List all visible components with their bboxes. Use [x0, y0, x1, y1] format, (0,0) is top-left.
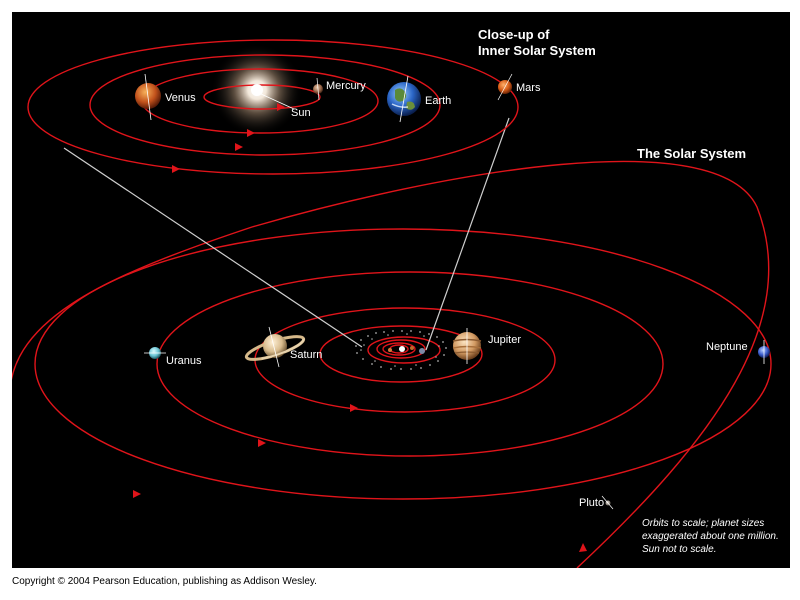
neptune-label: Neptune	[706, 341, 748, 353]
outer-orbit-arrows	[133, 404, 587, 552]
mercury-label: Mercury	[326, 80, 366, 92]
outer-sun	[399, 346, 405, 352]
earth-label: Earth	[425, 95, 451, 107]
zoom-connectors	[63, 117, 510, 351]
mars-orbit	[27, 39, 519, 175]
sun-pointer	[260, 93, 295, 110]
inner-title-line2: Inner Solar System	[478, 43, 596, 58]
neptune-orbit	[34, 228, 772, 500]
pluto-planet	[601, 495, 614, 510]
outer-orbits	[12, 160, 772, 568]
mars-planet	[497, 73, 513, 101]
outer-inner-planets	[388, 346, 425, 354]
venus-planet	[135, 73, 161, 121]
scale-note-line3: Sun not to scale.	[642, 544, 717, 555]
scale-note-line2: exaggerated about one million.	[642, 531, 779, 542]
neptune-planet	[758, 340, 770, 364]
uranus-label: Uranus	[166, 355, 202, 367]
mercury-planet	[313, 77, 323, 101]
copyright-notice: Copyright © 2004 Pearson Education, publ…	[12, 576, 317, 587]
jupiter-planet	[452, 328, 482, 364]
uranus-planet	[144, 347, 166, 359]
scale-note-line1: Orbits to scale; planet sizes	[642, 518, 764, 529]
venus-label: Venus	[165, 92, 196, 104]
mars-label: Mars	[516, 82, 541, 94]
diagram-canvas: The Solar System Jupiter Saturn Uranus N…	[12, 12, 790, 568]
saturn-label: Saturn	[290, 349, 322, 361]
outer-title: The Solar System	[637, 146, 746, 161]
asteroid-belt	[355, 330, 447, 370]
mercury-orbit	[203, 84, 321, 110]
jupiter-orbit	[319, 325, 483, 383]
pluto-label: Pluto	[579, 497, 604, 509]
inner-orbit-arrows	[172, 103, 285, 173]
jupiter-label: Jupiter	[488, 334, 521, 346]
solar-system-diagram: The Solar System Jupiter Saturn Uranus N…	[12, 12, 790, 568]
earth-orbit	[89, 54, 441, 156]
inner-title-line1: Close-up of	[478, 27, 550, 42]
uranus-orbit	[156, 271, 664, 457]
earth-planet	[387, 75, 421, 123]
saturn-planet	[244, 326, 306, 368]
sun-label: Sun	[291, 107, 311, 119]
inner-orbits	[27, 39, 519, 175]
pluto-orbit	[12, 160, 770, 568]
inner-sun	[251, 84, 263, 96]
